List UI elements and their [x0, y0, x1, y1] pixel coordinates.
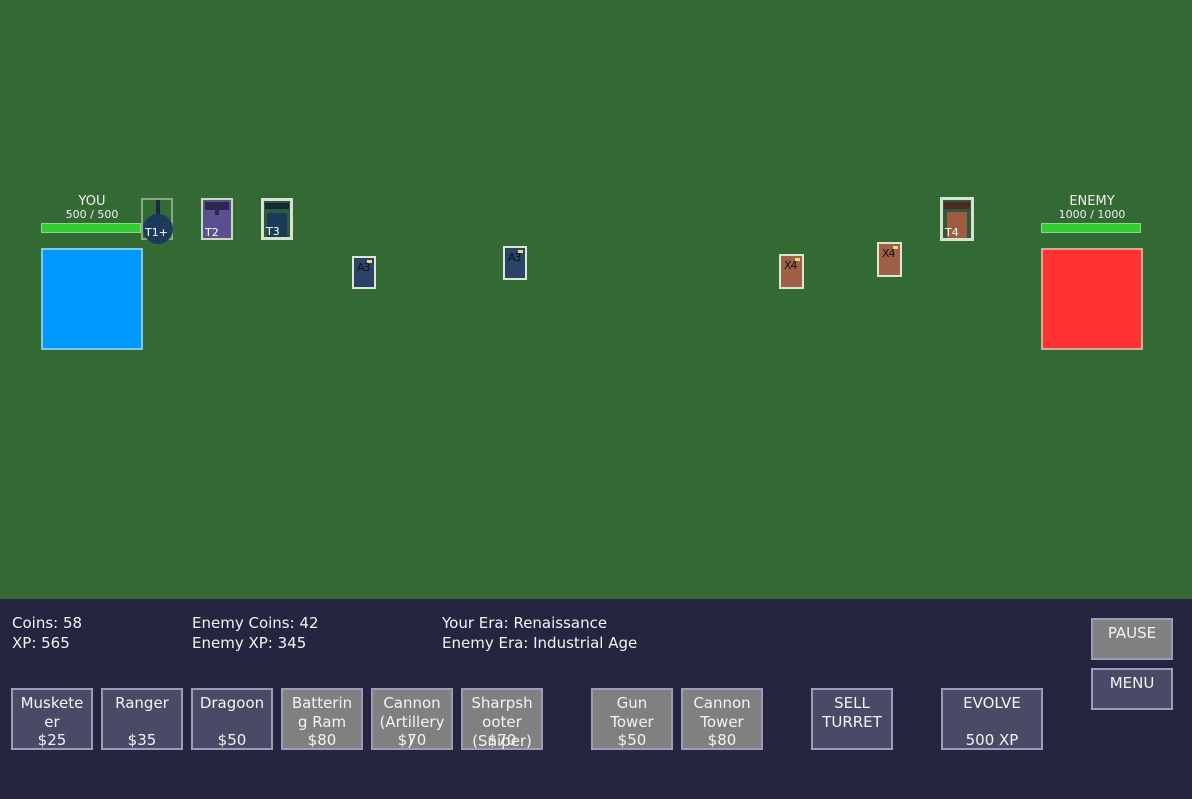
button-price: $80	[307, 731, 337, 749]
button-price: $70	[487, 731, 517, 749]
button-label: SELL	[834, 694, 870, 712]
control-panel: Coins: 58 XP: 565 Enemy Coins: 42 Enemy …	[0, 599, 1192, 799]
button-price: $25	[37, 731, 67, 749]
unit-label: X4	[784, 259, 798, 272]
player-base	[41, 248, 143, 350]
button-label-line3: (Sniper)	[472, 732, 532, 750]
button-label-line2: TURRET	[822, 713, 882, 731]
button-label: MENU	[1109, 674, 1155, 692]
unit-label: X4	[882, 247, 896, 260]
enemy-base-label: ENEMY 1000 / 1000	[1041, 195, 1143, 221]
button-label: Muskete	[20, 694, 84, 712]
enemy-hp-bar	[1041, 223, 1141, 233]
turret-slot-3[interactable]: T3	[261, 198, 293, 240]
turret-label: T2	[205, 226, 219, 239]
button-price: $50	[617, 731, 647, 749]
button-label: EVOLVE	[963, 694, 1021, 712]
button-label: PAUSE	[1107, 624, 1157, 642]
enemy-xp-stat: Enemy XP: 345	[192, 634, 307, 652]
button-label-line2: ooter	[482, 713, 522, 731]
buy-sharpshooter-button[interactable]: Sharpsh ooter $70 (Sniper)	[461, 688, 543, 750]
unit-label: A3	[357, 261, 370, 274]
turret-top-icon	[205, 202, 229, 210]
turret-label: T4	[945, 226, 959, 239]
enemy-era-stat: Enemy Era: Industrial Age	[442, 634, 638, 652]
xp-stat: XP: 565	[12, 634, 70, 652]
button-label: Ranger	[115, 694, 169, 712]
turret-body-icon	[267, 213, 287, 237]
button-label-line3: )	[407, 732, 413, 750]
enemy-turret-slot: T4	[940, 197, 974, 241]
flag-icon	[795, 258, 800, 261]
buy-gun-tower-button[interactable]: Gun Tower $50	[591, 688, 673, 750]
button-label-line2: g Ram	[297, 713, 347, 731]
turret-label: T3	[266, 225, 280, 238]
turret-top-icon	[265, 203, 289, 209]
player-unit: A3	[352, 256, 376, 289]
evolve-cost: 500 XP	[965, 731, 1019, 749]
your-era-stat: Your Era: Renaissance	[442, 614, 608, 632]
player-base-label: YOU 500 / 500	[41, 195, 143, 221]
evolve-button[interactable]: EVOLVE 500 XP	[941, 688, 1043, 750]
button-price: $70	[397, 731, 427, 749]
flag-icon	[893, 246, 898, 249]
turret-mount-icon	[215, 208, 219, 215]
menu-button[interactable]: MENU	[1091, 668, 1173, 710]
pause-button[interactable]: PAUSE	[1091, 618, 1173, 660]
button-label-line2: Tower	[700, 713, 744, 731]
button-label: Gun	[616, 694, 648, 712]
turret-slot-1[interactable]: T1+	[141, 198, 173, 244]
sell-turret-button[interactable]: SELL TURRET	[811, 688, 893, 750]
turret-body-icon	[947, 212, 967, 238]
flag-icon	[367, 260, 372, 263]
button-label-line2: er	[44, 713, 60, 731]
button-label: Cannon	[383, 694, 441, 712]
buy-battering-ram-button[interactable]: Batterin g Ram $80	[281, 688, 363, 750]
enemy-name: ENEMY	[1069, 194, 1115, 209]
enemy-base	[1041, 248, 1143, 350]
coins-stat: Coins: 58	[12, 614, 83, 632]
buy-cannon-artillery-button[interactable]: Cannon (Artillery ) $70	[371, 688, 453, 750]
flag-icon	[518, 250, 523, 253]
enemy-unit: X4	[779, 254, 804, 289]
buy-cannon-tower-button[interactable]: Cannon Tower $80	[681, 688, 763, 750]
player-hp-text: 500 / 500	[65, 208, 119, 221]
button-label: Cannon	[693, 694, 751, 712]
turret-label: T1+	[145, 226, 168, 239]
battlefield: YOU 500 / 500 ENEMY 1000 / 1000 T1+ T2 T…	[0, 0, 1192, 599]
buy-dragoon-button[interactable]: Dragoon $50	[191, 688, 273, 750]
enemy-hp-text: 1000 / 1000	[1058, 208, 1126, 221]
button-price: $35	[127, 731, 157, 749]
button-label: Batterin	[291, 694, 353, 712]
button-label: Sharpsh	[471, 694, 533, 712]
button-price: $50	[217, 731, 247, 749]
buy-ranger-button[interactable]: Ranger $35	[101, 688, 183, 750]
turret-slot-2[interactable]: T2	[201, 198, 233, 240]
turret-top-icon	[944, 202, 970, 209]
enemy-unit: X4	[877, 242, 902, 277]
buy-musketeer-button[interactable]: Muskete er $25	[11, 688, 93, 750]
button-label-line2: (Artillery	[379, 713, 445, 731]
button-label-line2: Tower	[610, 713, 654, 731]
player-hp-bar	[41, 223, 141, 233]
unit-label: A3	[508, 251, 521, 264]
player-name: YOU	[78, 194, 106, 209]
cannon-body-icon	[143, 214, 173, 244]
player-unit: A3	[503, 246, 527, 280]
button-price: $80	[707, 731, 737, 749]
cannon-barrel-icon	[156, 200, 160, 218]
enemy-coins-stat: Enemy Coins: 42	[192, 614, 319, 632]
button-label: Dragoon	[199, 694, 265, 712]
